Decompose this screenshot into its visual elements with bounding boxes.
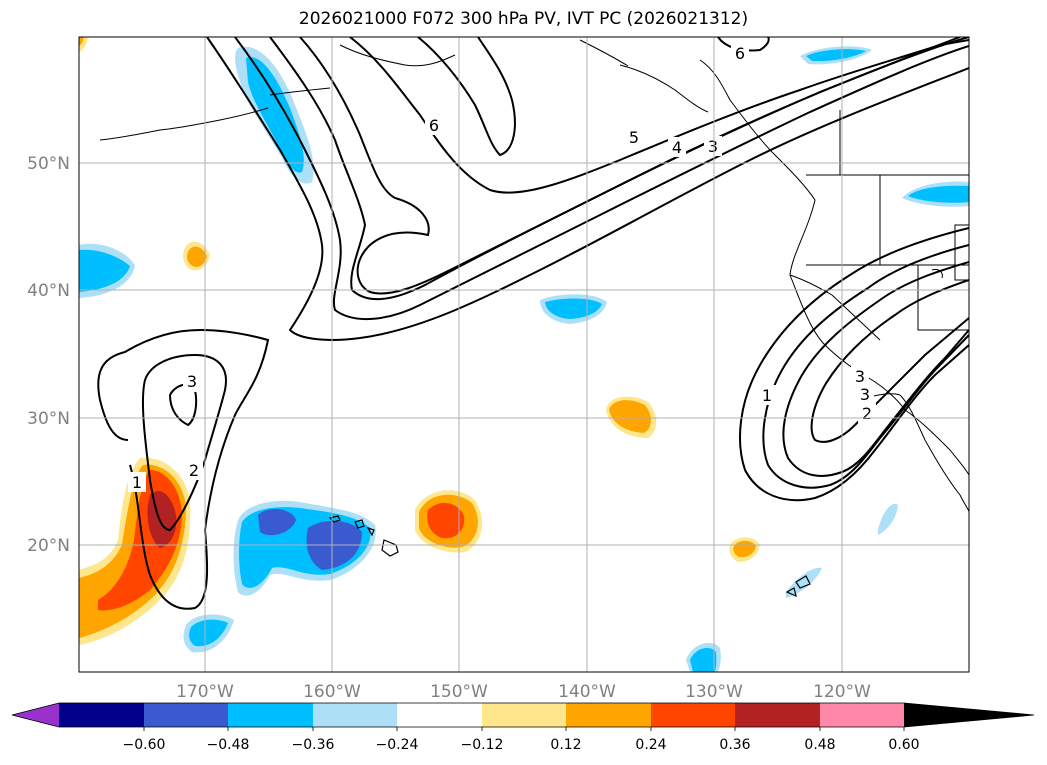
pv-negative-region xyxy=(189,619,228,647)
pv-positive-region xyxy=(609,400,651,433)
contour-label: 2 xyxy=(862,404,872,423)
colorbar-tick-label: −0.36 xyxy=(292,737,335,753)
colorbar-segment xyxy=(651,703,735,727)
ivt-contour-line xyxy=(739,227,969,502)
colorbar-tick-label: −0.24 xyxy=(376,737,419,753)
lat-label: 20°N xyxy=(27,536,70,556)
pv-positive-region xyxy=(427,502,465,539)
colorbar-tick-label: 0.48 xyxy=(804,737,835,753)
contour-label: 3 xyxy=(708,137,718,156)
pv-negative-region xyxy=(545,298,602,319)
ivt-contour-line xyxy=(717,37,770,52)
pv-positive-region xyxy=(79,37,84,46)
contour-label: 1 xyxy=(132,473,142,492)
hawaii-islands xyxy=(328,515,811,598)
colorbar-tick-label: 0.60 xyxy=(888,737,919,753)
ivt-contour-line xyxy=(141,353,227,532)
lon-label: 160°W xyxy=(303,682,361,702)
contour-label: 1 xyxy=(762,386,772,405)
pv-positive-region xyxy=(187,246,207,267)
ivt-contour-line xyxy=(234,37,969,321)
contour-label: 6 xyxy=(429,116,439,135)
colorbar-segment xyxy=(144,703,228,727)
colorbar-tick-label: −0.48 xyxy=(207,737,250,753)
lon-label: 150°W xyxy=(430,682,488,702)
plot-frame xyxy=(78,36,970,673)
colorbar-segment xyxy=(735,703,820,727)
colorbar-tick-label: 0.36 xyxy=(719,737,750,753)
lat-axis-labels: 50°N 40°N 30°N 20°N xyxy=(27,154,70,556)
ivt-contour-line xyxy=(417,37,516,157)
contour-label: 3 xyxy=(860,385,870,404)
ivt-contour-line xyxy=(97,328,270,610)
colorbar: −0.60 −0.48 −0.36 −0.24 −0.12 0.12 0.24 … xyxy=(11,702,1035,753)
contour-label: 6 xyxy=(735,44,745,63)
plot-area xyxy=(79,37,969,672)
pv-negative-region xyxy=(908,185,969,203)
ivt-contour-line xyxy=(349,37,969,194)
pv-shading xyxy=(79,37,969,672)
lon-axis-labels: 170°W 160°W 150°W 140°W 130°W 120°W xyxy=(176,682,871,702)
contour-label: 4 xyxy=(672,138,682,157)
pv-negative-region xyxy=(246,57,304,173)
colorbar-segment xyxy=(12,703,59,727)
pv-negative-region xyxy=(806,49,866,62)
colorbar-segment xyxy=(59,703,144,727)
colorbar-segment xyxy=(313,703,397,727)
contour-label: 3 xyxy=(187,372,197,391)
ivt-contour-line xyxy=(299,37,969,295)
colorbar-segment xyxy=(820,703,904,727)
contour-label: 2 xyxy=(189,461,199,480)
lon-label: 140°W xyxy=(558,682,616,702)
lon-label: 120°W xyxy=(813,682,871,702)
colorbar-tick-label: −0.60 xyxy=(123,737,166,753)
ivt-contour-line xyxy=(206,37,969,341)
contour-label: 3 xyxy=(855,367,865,386)
lat-label: 50°N xyxy=(27,154,70,174)
colorbar-tick-label: 0.12 xyxy=(550,737,581,753)
lat-label: 40°N xyxy=(27,281,70,301)
lat-label: 30°N xyxy=(27,409,70,429)
gridlines xyxy=(79,37,969,672)
colorbar-segment xyxy=(566,703,651,727)
contour-labels: 6 5 4 3 6 3 2 1 1 2 3 3 xyxy=(128,44,876,492)
colorbar-tick-label: 0.24 xyxy=(635,737,666,753)
pv-negative-region xyxy=(690,647,717,672)
colorbar-segment xyxy=(904,703,1034,727)
pv-negative-region xyxy=(878,503,898,535)
colorbar-segment xyxy=(397,703,482,727)
colorbar-segment xyxy=(482,703,566,727)
ivt-contours xyxy=(97,37,969,610)
lon-label: 170°W xyxy=(176,682,234,702)
lon-label: 130°W xyxy=(685,682,743,702)
colorbar-segment xyxy=(228,703,313,727)
contour-label: 5 xyxy=(629,128,639,147)
pv-negative-region xyxy=(258,508,296,536)
map-title: 2026021000 F072 300 hPa PV, IVT PC (2026… xyxy=(298,9,749,29)
ivt-contour-line xyxy=(782,261,969,477)
ivt-contour-line xyxy=(169,383,198,427)
colorbar-outline xyxy=(11,702,1035,728)
colorbar-tick-label: −0.12 xyxy=(461,737,504,753)
pv-negative-region xyxy=(79,249,130,292)
